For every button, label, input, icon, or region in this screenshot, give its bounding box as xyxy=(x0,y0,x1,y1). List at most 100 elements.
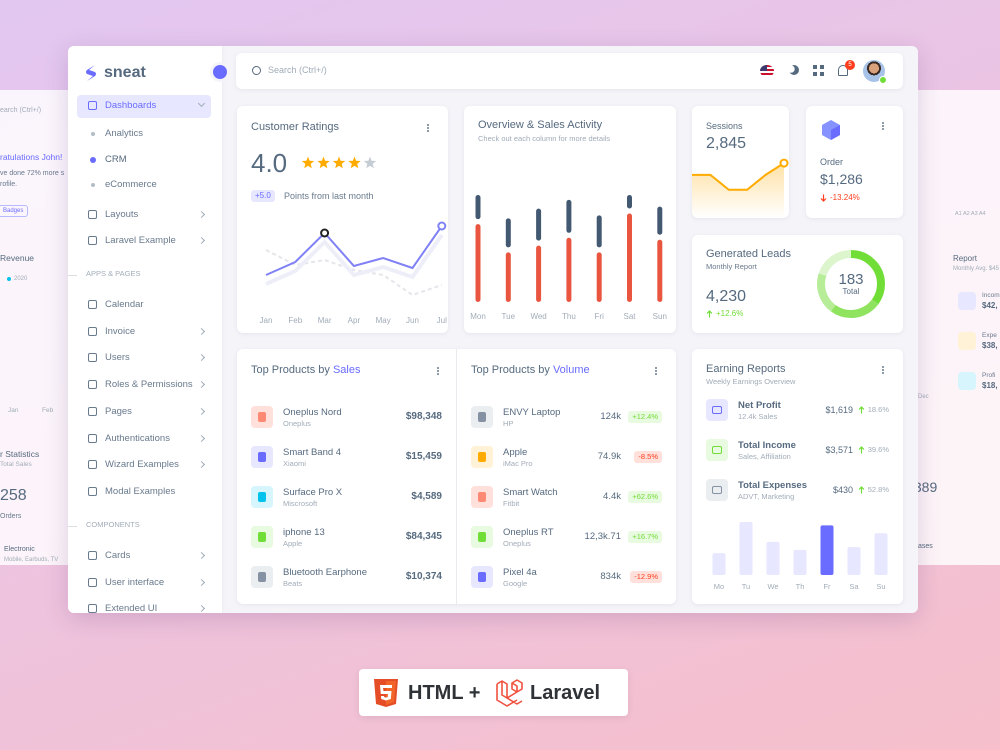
menu-label[interactable]: Invoice xyxy=(105,325,136,337)
ghost-text: Dec xyxy=(918,394,929,400)
card-title: Order xyxy=(820,157,844,167)
menu-icon xyxy=(88,406,97,416)
x-tick-label: Jul xyxy=(437,316,447,325)
ghost-text: Total Sales xyxy=(0,461,32,468)
search-input[interactable]: Search (Ctrl+/) xyxy=(268,65,327,75)
x-tick-label: Mo xyxy=(714,582,724,591)
menu-dot xyxy=(655,367,657,369)
rating-score: 4.0 xyxy=(251,148,288,178)
donut-segment xyxy=(817,250,885,318)
theme-toggle[interactable] xyxy=(789,65,799,75)
menu-label[interactable]: Modal Examples xyxy=(105,485,176,497)
earning-detail: 12.4k Sales xyxy=(738,412,778,421)
flag-canton xyxy=(760,65,767,71)
menu-dot xyxy=(437,367,439,369)
x-tick-label: Th xyxy=(796,582,805,591)
point-marker xyxy=(779,158,789,168)
donut-value: 183 xyxy=(838,271,863,288)
menu-label[interactable]: Pages xyxy=(105,405,132,417)
bar xyxy=(820,525,834,575)
x-tick-label: Sun xyxy=(653,312,667,321)
x-tick-label: Fri xyxy=(595,312,605,321)
bar-segment xyxy=(657,239,663,302)
menu-label[interactable]: Users xyxy=(105,352,130,364)
trend-arrow xyxy=(820,194,827,202)
change-text: Points from last month xyxy=(284,191,374,201)
menu-label[interactable]: eCommerce xyxy=(105,179,157,190)
product-name: Oneplus RT xyxy=(503,527,554,538)
ghost-value: 258 xyxy=(0,487,27,504)
donut-segment xyxy=(817,250,885,318)
chart xyxy=(822,120,840,140)
menu-icon xyxy=(88,300,97,309)
menu-icon xyxy=(88,236,97,245)
change-badge: +16.7% xyxy=(628,531,662,543)
product-icon-glyph xyxy=(478,492,486,502)
menu-label[interactable]: Dashboards xyxy=(105,100,157,111)
divider xyxy=(456,349,457,604)
menu-item-active[interactable] xyxy=(77,95,211,118)
ghost-text: Mobile, Earbuds, TV xyxy=(4,557,59,563)
menu-label[interactable]: Cards xyxy=(105,550,131,561)
chevron xyxy=(197,407,206,415)
metric-value: 2,845 xyxy=(706,135,747,152)
ghost-text: Expe xyxy=(982,332,997,339)
menu-label[interactable]: Authentications xyxy=(105,432,170,444)
menu-label[interactable]: Calendar xyxy=(105,299,144,310)
earning-name: Total Expenses xyxy=(738,480,807,491)
bar-segment xyxy=(596,252,602,302)
chevron xyxy=(197,578,206,586)
ghost-text: Feb xyxy=(42,407,54,414)
product-icon xyxy=(471,566,493,588)
collapse-button[interactable] xyxy=(213,65,227,79)
menu-dot xyxy=(882,122,884,124)
brand: sneat xyxy=(104,64,146,81)
language-flag[interactable] xyxy=(760,65,774,77)
menu-label[interactable]: Layouts xyxy=(105,209,139,220)
menu-label[interactable]: User interface xyxy=(105,576,165,588)
menu-icon xyxy=(88,604,97,613)
order-icon xyxy=(831,125,840,140)
product-icon xyxy=(251,486,273,508)
online-status xyxy=(879,76,887,84)
leads-card: Generated Leads Monthly Report 4,230 +12.6%… xyxy=(692,235,903,333)
menu-label[interactable]: Wizard Examples xyxy=(105,459,179,471)
x-tick-label: Mon xyxy=(470,312,486,321)
menu-dot xyxy=(882,369,884,371)
menu-label[interactable]: CRM xyxy=(105,154,127,165)
menu-label[interactable]: Analytics xyxy=(105,128,144,139)
product-brand: Fitbit xyxy=(503,499,520,508)
notifications[interactable] xyxy=(838,65,848,76)
menu-label[interactable]: Laravel Example xyxy=(105,235,176,246)
chart xyxy=(858,486,865,494)
top-products-card: Top Products by Sales Top Products by Vol… xyxy=(237,349,676,604)
product-brand: iMac Pro xyxy=(503,459,533,468)
x-tick-label: Jun xyxy=(406,316,419,325)
bar-segment xyxy=(475,224,481,302)
x-tick-label: Sat xyxy=(623,312,636,321)
ghost-text: $42, xyxy=(982,301,998,310)
chevron xyxy=(197,604,206,613)
menu-label[interactable]: Roles & Permissions xyxy=(105,379,193,391)
earning-detail: ADVT, Marketing xyxy=(738,492,795,501)
x-tick-label: Fr xyxy=(823,582,831,591)
menu-dot xyxy=(427,124,429,126)
menu-label[interactable]: Extended UI xyxy=(105,603,158,613)
card-title: Generated Leads xyxy=(706,248,792,260)
card-title: Overview & Sales Activity xyxy=(478,119,603,131)
logo xyxy=(86,65,96,81)
product-icon-glyph xyxy=(258,572,266,582)
bar xyxy=(766,541,780,575)
line-previous xyxy=(265,249,443,297)
tech-badge: HTML + Laravel xyxy=(359,669,628,716)
product-name: Smart Band 4 xyxy=(283,447,342,458)
product-name: Surface Pro X xyxy=(283,487,343,498)
divider xyxy=(68,275,77,276)
product-brand: Oneplus xyxy=(283,419,311,428)
ghost-text: Jan xyxy=(8,407,19,414)
apps-shortcut[interactable] xyxy=(813,65,824,76)
change: +12.6% xyxy=(716,309,744,318)
menu-dot xyxy=(427,130,429,132)
change-badge: +62.6% xyxy=(628,491,662,503)
